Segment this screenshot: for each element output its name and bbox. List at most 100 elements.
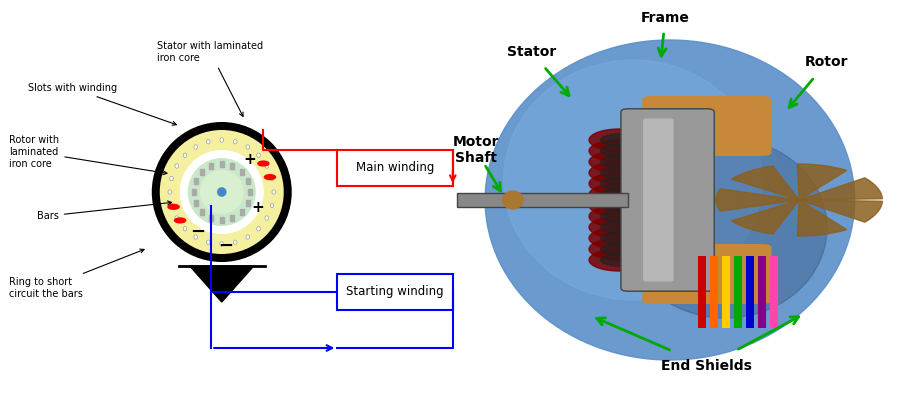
FancyBboxPatch shape — [337, 150, 453, 186]
Wedge shape — [716, 189, 799, 211]
Ellipse shape — [601, 145, 638, 157]
Bar — [230, 215, 235, 221]
Bar — [246, 200, 249, 206]
Bar — [194, 200, 198, 206]
Ellipse shape — [590, 205, 649, 227]
Wedge shape — [797, 164, 846, 200]
Text: Slots with winding: Slots with winding — [28, 83, 176, 125]
Wedge shape — [799, 178, 882, 200]
Ellipse shape — [175, 164, 178, 168]
Ellipse shape — [601, 243, 638, 255]
Ellipse shape — [601, 210, 638, 222]
Circle shape — [258, 161, 269, 166]
Bar — [194, 178, 198, 184]
Text: Motor
Shaft: Motor Shaft — [453, 135, 499, 165]
FancyBboxPatch shape — [734, 256, 742, 328]
Text: Rotor: Rotor — [805, 55, 849, 69]
Bar — [200, 170, 204, 175]
FancyBboxPatch shape — [770, 256, 778, 328]
Ellipse shape — [590, 227, 649, 249]
FancyBboxPatch shape — [337, 274, 453, 310]
Text: +: + — [243, 152, 256, 168]
Ellipse shape — [170, 176, 174, 181]
Bar — [200, 209, 204, 214]
Bar — [220, 161, 224, 167]
Wedge shape — [732, 166, 799, 200]
Ellipse shape — [272, 190, 275, 194]
Bar — [248, 189, 251, 195]
Ellipse shape — [257, 226, 261, 231]
Bar — [239, 209, 244, 214]
Ellipse shape — [175, 216, 178, 220]
Ellipse shape — [590, 151, 649, 173]
Ellipse shape — [270, 176, 274, 181]
Ellipse shape — [188, 158, 256, 226]
FancyBboxPatch shape — [642, 244, 772, 304]
Ellipse shape — [206, 240, 210, 244]
Ellipse shape — [590, 140, 649, 162]
Bar — [209, 163, 213, 169]
Ellipse shape — [194, 235, 198, 239]
Text: −: − — [218, 237, 234, 255]
Wedge shape — [732, 200, 799, 234]
Ellipse shape — [601, 221, 638, 233]
Ellipse shape — [152, 122, 292, 262]
Text: End Shields: End Shields — [662, 359, 752, 373]
Ellipse shape — [504, 60, 762, 300]
Ellipse shape — [601, 200, 638, 212]
FancyBboxPatch shape — [710, 256, 718, 328]
Circle shape — [264, 175, 275, 180]
Ellipse shape — [160, 130, 284, 254]
Ellipse shape — [601, 254, 638, 266]
Text: +: + — [251, 200, 264, 216]
Ellipse shape — [590, 184, 649, 206]
Ellipse shape — [220, 242, 224, 246]
Text: −: − — [190, 223, 205, 241]
Ellipse shape — [246, 145, 249, 149]
FancyBboxPatch shape — [758, 256, 766, 328]
Ellipse shape — [590, 216, 649, 238]
Ellipse shape — [265, 164, 269, 168]
Ellipse shape — [234, 240, 237, 244]
Text: Starting winding: Starting winding — [346, 286, 444, 298]
Ellipse shape — [590, 173, 649, 195]
Ellipse shape — [485, 40, 855, 360]
Ellipse shape — [601, 188, 638, 200]
Ellipse shape — [590, 129, 649, 151]
Ellipse shape — [168, 190, 172, 194]
FancyBboxPatch shape — [642, 96, 772, 156]
Bar — [192, 189, 196, 195]
FancyBboxPatch shape — [722, 256, 730, 328]
Ellipse shape — [257, 153, 261, 158]
Ellipse shape — [234, 140, 237, 144]
Ellipse shape — [590, 249, 649, 271]
Text: Rotor with
laminated
iron core: Rotor with laminated iron core — [9, 135, 167, 175]
Text: Stator: Stator — [506, 45, 556, 59]
Bar — [230, 163, 235, 169]
FancyBboxPatch shape — [621, 109, 714, 291]
Text: Bars: Bars — [37, 201, 172, 221]
Ellipse shape — [590, 194, 649, 216]
Text: Frame: Frame — [641, 11, 689, 25]
Ellipse shape — [170, 203, 174, 208]
Ellipse shape — [624, 138, 827, 318]
FancyBboxPatch shape — [746, 256, 754, 328]
Polygon shape — [189, 266, 254, 302]
Text: Stator with laminated
iron core: Stator with laminated iron core — [157, 41, 263, 116]
FancyBboxPatch shape — [698, 256, 706, 328]
Ellipse shape — [183, 226, 187, 231]
FancyBboxPatch shape — [643, 118, 674, 282]
Ellipse shape — [601, 178, 638, 190]
Ellipse shape — [590, 162, 649, 184]
Circle shape — [175, 218, 186, 223]
Ellipse shape — [601, 134, 638, 146]
Ellipse shape — [217, 187, 226, 197]
Ellipse shape — [206, 140, 210, 144]
Bar — [220, 217, 224, 223]
Ellipse shape — [601, 156, 638, 168]
Text: Ring to short
circuit the bars: Ring to short circuit the bars — [9, 249, 144, 299]
Ellipse shape — [183, 153, 187, 158]
Text: Main winding: Main winding — [356, 162, 434, 174]
Ellipse shape — [194, 145, 198, 149]
Ellipse shape — [246, 235, 249, 239]
